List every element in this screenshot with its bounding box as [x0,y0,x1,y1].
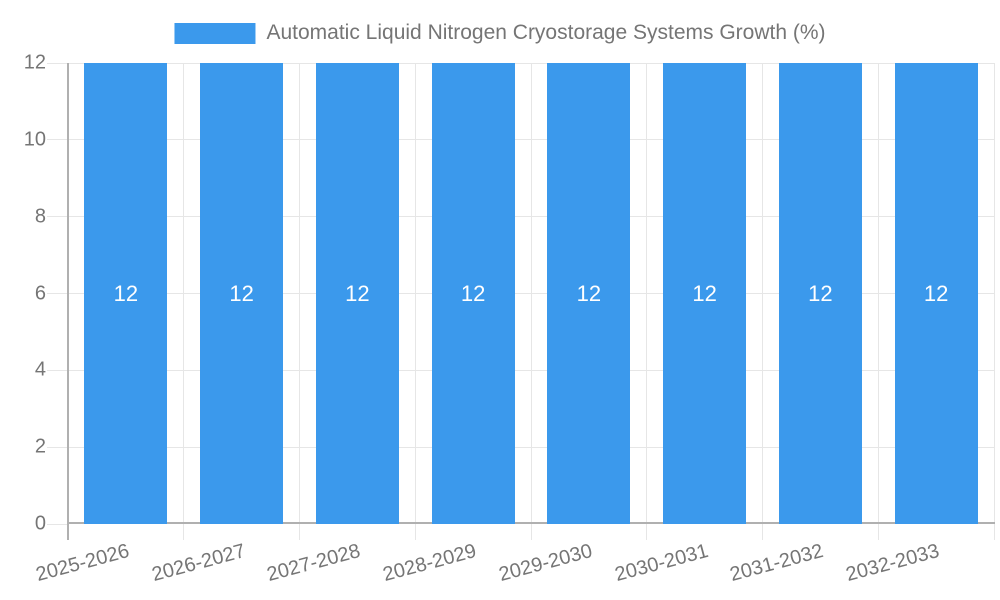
bar[interactable] [778,63,862,524]
y-tick [47,293,68,294]
bar-value-label: 12 [345,280,370,306]
y-tick-label: 6 [34,282,46,304]
y-tick-label: 2 [34,435,46,458]
bar[interactable] [894,63,978,524]
x-tick-label: 2027-2028 [264,540,364,587]
v-gridline [414,63,416,540]
bar-value-label: 12 [923,280,949,306]
bar-value-label: 12 [460,280,486,306]
plot-area: 12 12 12 12 12 12 12 12 [47,62,995,540]
legend-swatch [174,22,256,44]
bar-value-label: 12 [113,280,139,306]
v-gridline [762,63,763,540]
legend-label: Automatic Liquid Nitrogen Cryostorage Sy… [266,21,826,44]
y-tick [47,62,68,64]
v-gridline [299,63,300,540]
x-tick-label: 2025-2026 [33,540,132,587]
y-tick-label: 10 [23,128,46,151]
x-tick-label: 2031-2032 [727,540,827,587]
y-tick-label: 4 [34,358,46,381]
bar-value-label: 12 [229,280,254,306]
y-axis-line [67,63,69,540]
bar[interactable] [315,63,399,524]
y-tick [47,523,68,525]
bar-value-label: 12 [576,280,602,306]
bar[interactable] [431,63,515,524]
x-axis-line [67,522,995,524]
bar[interactable] [547,63,631,524]
v-gridline [877,63,879,540]
bar-value-label: 12 [808,280,833,306]
v-gridline [993,63,995,540]
x-tick-label: 2030-2031 [612,540,711,587]
x-tick-label: 2029-2030 [496,540,595,587]
y-tick-label: 12 [23,51,46,74]
x-tick-label: 2028-2029 [380,540,479,587]
bar[interactable] [84,63,168,524]
y-tick-label: 0 [34,512,46,535]
y-tick [47,446,68,448]
bar[interactable] [200,63,284,524]
y-tick-label: 8 [34,205,46,228]
bar[interactable] [663,63,747,524]
v-gridline [183,63,185,540]
legend: Automatic Liquid Nitrogen Cryostorage Sy… [174,21,826,45]
y-tick [47,139,68,141]
y-tick [47,369,68,371]
v-gridline [646,63,648,540]
bar-value-label: 12 [692,280,717,306]
y-tick [47,216,68,218]
x-tick-label: 2032-2033 [843,540,942,587]
x-tick-label: 2026-2027 [149,540,248,587]
v-gridline [530,63,532,540]
